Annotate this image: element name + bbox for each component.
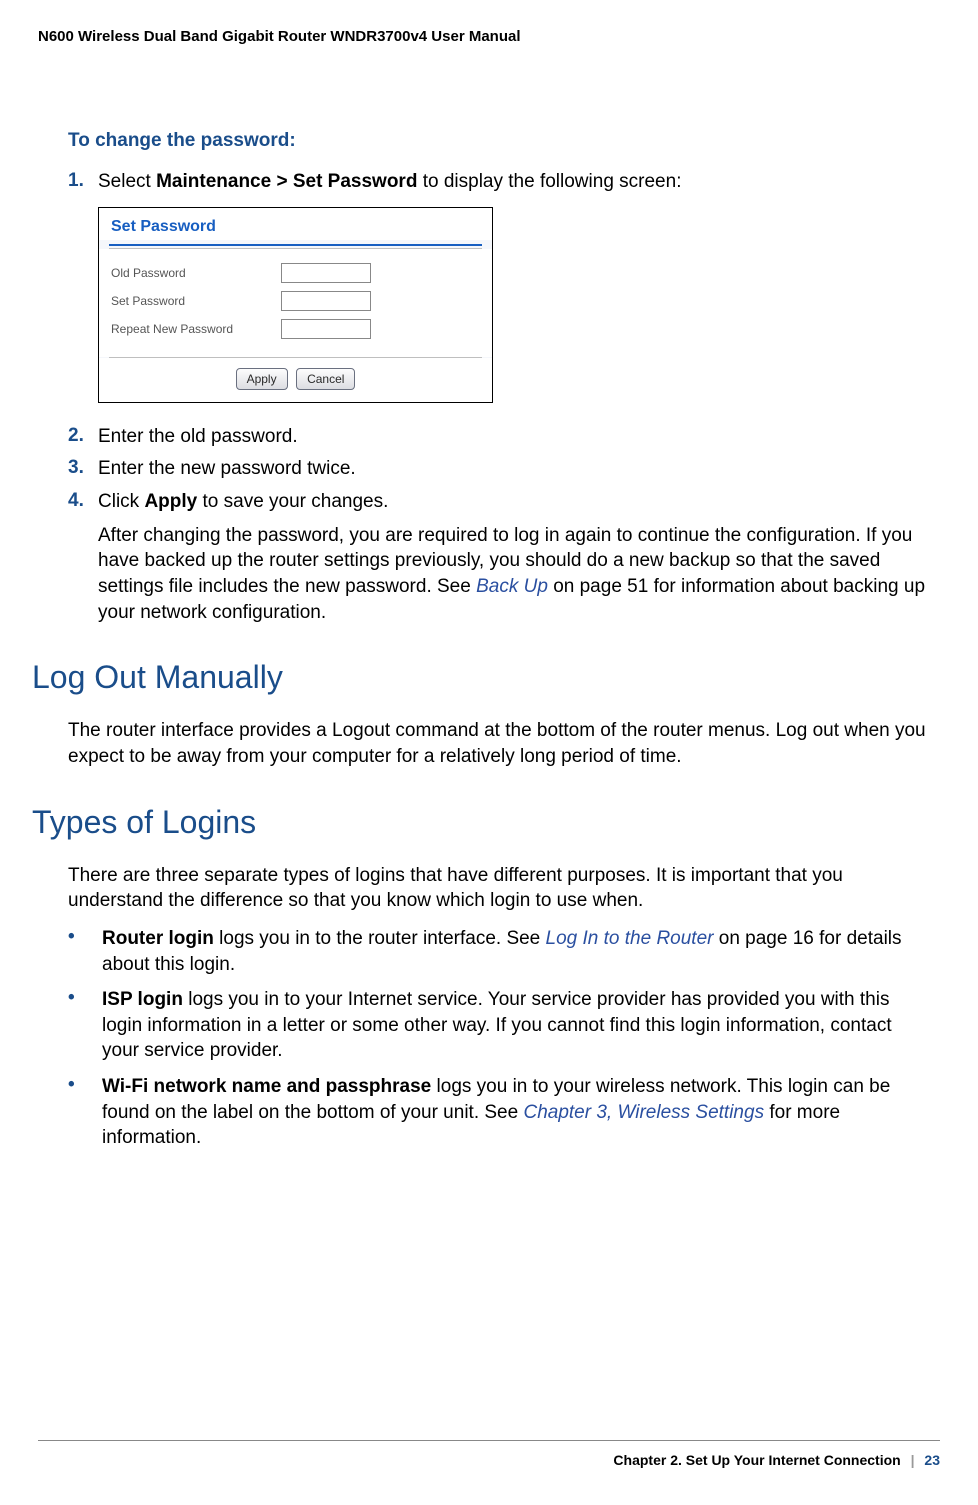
- step-2: 2. Enter the old password.: [68, 425, 930, 450]
- step-number: 2.: [68, 425, 98, 450]
- step-text: Click Apply to save your changes.: [98, 490, 930, 515]
- field-label: Old Password: [111, 266, 281, 280]
- step-3: 3. Enter the new password twice.: [68, 457, 930, 482]
- field-label: Set Password: [111, 294, 281, 308]
- menu-path: Maintenance > Set Password: [156, 171, 417, 192]
- panel-actions: Apply Cancel: [99, 358, 492, 402]
- footer-rule: [38, 1440, 940, 1441]
- step-text: Select Maintenance > Set Password to dis…: [98, 170, 930, 195]
- text-run: to save your changes.: [197, 491, 388, 512]
- running-header: N600 Wireless Dual Band Gigabit Router W…: [38, 28, 521, 45]
- step-text: Enter the old password.: [98, 425, 930, 450]
- cancel-button[interactable]: Cancel: [296, 368, 355, 390]
- bullet-text: Router login logs you in to the router i…: [102, 926, 930, 977]
- footer-divider: |: [911, 1452, 915, 1468]
- bullet-marker: •: [68, 1074, 102, 1151]
- bullet-router-login: • Router login logs you in to the router…: [68, 926, 930, 977]
- panel-form: Old Password Set Password Repeat New Pas…: [99, 249, 492, 357]
- text-run: to display the following screen:: [417, 171, 681, 192]
- xref-backup[interactable]: Back Up: [476, 576, 548, 597]
- set-password-input[interactable]: [281, 291, 371, 311]
- types-intro-paragraph: There are three separate types of logins…: [68, 863, 930, 914]
- panel-divider: [109, 244, 482, 246]
- text-run: logs you in to your Internet service. Yo…: [102, 989, 892, 1061]
- term: Router login: [102, 928, 214, 949]
- text-run: logs you in to the router interface. See: [214, 928, 546, 949]
- form-row-set-password: Set Password: [111, 291, 480, 311]
- bullet-text: Wi-Fi network name and passphrase logs y…: [102, 1074, 930, 1151]
- term: Wi-Fi network name and passphrase: [102, 1076, 431, 1097]
- term: ISP login: [102, 989, 183, 1010]
- xref-wireless-settings[interactable]: Chapter 3, Wireless Settings: [523, 1102, 764, 1123]
- xref-login-router[interactable]: Log In to the Router: [546, 928, 714, 949]
- form-row-old-password: Old Password: [111, 263, 480, 283]
- bullet-marker: •: [68, 926, 102, 977]
- old-password-input[interactable]: [281, 263, 371, 283]
- step-4-body: After changing the password, you are req…: [98, 523, 930, 626]
- step-number: 1.: [68, 170, 98, 195]
- form-row-repeat-password: Repeat New Password: [111, 319, 480, 339]
- set-password-screenshot: Set Password Old Password Set Password R…: [98, 207, 493, 403]
- bullet-wifi-login: • Wi-Fi network name and passphrase logs…: [68, 1074, 930, 1151]
- step-number: 4.: [68, 490, 98, 515]
- page-footer: Chapter 2. Set Up Your Internet Connecti…: [613, 1452, 940, 1468]
- text-run: Select: [98, 171, 156, 192]
- bullet-marker: •: [68, 987, 102, 1064]
- repeat-password-input[interactable]: [281, 319, 371, 339]
- footer-page-number: 23: [924, 1452, 940, 1468]
- log-out-paragraph: The router interface provides a Logout c…: [68, 718, 930, 769]
- step-1: 1. Select Maintenance > Set Password to …: [68, 170, 930, 195]
- step-text: Enter the new password twice.: [98, 457, 930, 482]
- footer-chapter: Chapter 2. Set Up Your Internet Connecti…: [613, 1452, 900, 1468]
- procedure-title: To change the password:: [68, 130, 930, 152]
- bullet-isp-login: • ISP login logs you in to your Internet…: [68, 987, 930, 1064]
- heading-log-out-manually: Log Out Manually: [32, 659, 930, 696]
- ui-label: Apply: [144, 491, 197, 512]
- apply-button[interactable]: Apply: [236, 368, 288, 390]
- heading-types-of-logins: Types of Logins: [32, 804, 930, 841]
- bullet-text: ISP login logs you in to your Internet s…: [102, 987, 930, 1064]
- text-run: Click: [98, 491, 144, 512]
- panel-title: Set Password: [99, 208, 492, 240]
- step-4: 4. Click Apply to save your changes.: [68, 490, 930, 515]
- page-content: To change the password: 1. Select Mainte…: [68, 130, 930, 1161]
- step-number: 3.: [68, 457, 98, 482]
- field-label: Repeat New Password: [111, 322, 281, 336]
